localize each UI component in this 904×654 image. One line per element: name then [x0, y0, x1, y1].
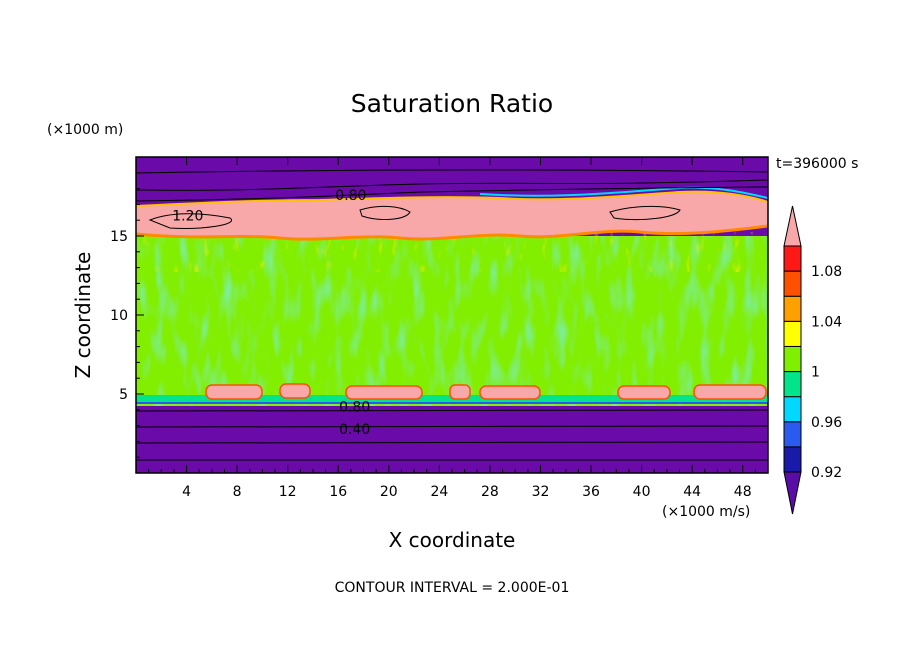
- cloud-base-pockets: [205, 383, 767, 400]
- y-tick-label: 15: [110, 229, 128, 245]
- contour-label: 0.80: [339, 400, 370, 416]
- colorbar-label: 0.96: [811, 415, 842, 431]
- pocket: [449, 384, 471, 400]
- colorbar-label: 1: [811, 365, 820, 381]
- contour-line: [359, 205, 411, 220]
- colorbar-label: 1.08: [811, 264, 842, 280]
- x-tick-label: 8: [233, 484, 242, 500]
- contour-line: [609, 205, 681, 221]
- y-axis-ticks: 5 10 15: [110, 172, 144, 458]
- x-unit-label: (×1000 m/s): [662, 504, 750, 520]
- contour-labels: 0.80 1.20 0.80 0.40: [172, 188, 370, 438]
- contour-line: [136, 459, 768, 461]
- colorbar-segment: [783, 345, 802, 373]
- contour-label: 1.20: [172, 208, 203, 224]
- contour-label: 0.80: [335, 188, 366, 204]
- y-axis-title: Z coordinate: [71, 252, 95, 379]
- contour-line: [136, 186, 768, 202]
- x-tick-label: 48: [734, 484, 752, 500]
- x-tick-label: 4: [182, 484, 191, 500]
- contour-line: [136, 441, 768, 444]
- contour-label: 0.40: [339, 422, 370, 438]
- y-tick-label: 10: [110, 308, 128, 324]
- colorbar-min-triangle: [783, 471, 802, 515]
- x-tick-label: 16: [329, 484, 347, 500]
- contour-line: [136, 179, 768, 191]
- pocket: [345, 385, 423, 400]
- colorbar: 1.08 1.04 1 0.96 0.92: [783, 205, 842, 515]
- colorbar-segment: [783, 371, 802, 398]
- x-tick-label: 12: [279, 484, 297, 500]
- colorbar-segment: [783, 320, 802, 347]
- pocket: [279, 383, 311, 399]
- colorbar-max-triangle: [783, 205, 802, 247]
- contour-line: [148, 213, 233, 229]
- saturation-field: 0.80 1.20 0.80 0.40: [136, 157, 768, 473]
- colorbar-segment: [783, 270, 802, 297]
- y-tick-label: 5: [119, 387, 128, 403]
- lower-dry-band: [136, 405, 768, 473]
- x-tick-label: 32: [532, 484, 550, 500]
- pocket: [617, 385, 671, 400]
- cloud-base-blue-line: [136, 402, 768, 404]
- x-tick-label: 20: [380, 484, 398, 500]
- contour-line: [136, 169, 768, 174]
- pocket: [479, 385, 541, 400]
- y-unit-label: (×1000 m): [47, 122, 123, 138]
- colorbar-label: 1.04: [811, 314, 842, 330]
- x-axis-title: X coordinate: [389, 528, 516, 552]
- contour-lines: [136, 169, 768, 461]
- anvil-band: [136, 191, 768, 240]
- x-axis-ticks: 4 8 12 16 20 24 28 32 36 40 44 48: [148, 157, 756, 500]
- contour-interval-label: CONTOUR INTERVAL = 2.000E-01: [335, 580, 570, 596]
- anvil-top-edge: [136, 190, 768, 207]
- colorbar-label: 0.92: [811, 465, 842, 481]
- x-tick-label: 36: [582, 484, 600, 500]
- colorbar-segment: [783, 245, 802, 272]
- colorbar-segment: [783, 421, 802, 448]
- pocket: [693, 384, 767, 400]
- colorbar-segment: [783, 446, 802, 473]
- colorbar-segment: [783, 295, 802, 322]
- anvil-orange-edge: [136, 224, 768, 241]
- chart-title: Saturation Ratio: [351, 89, 553, 118]
- anvil-cyan-edge: [479, 186, 768, 199]
- cloud-base-strip: [136, 395, 768, 403]
- contour-line: [136, 409, 768, 412]
- colorbar-segment: [783, 396, 802, 423]
- x-tick-label: 40: [633, 484, 651, 500]
- x-tick-label: 24: [430, 484, 448, 500]
- x-tick-label: 28: [481, 484, 499, 500]
- contour-line: [136, 425, 768, 428]
- pocket: [205, 384, 263, 400]
- time-label: t=396000 s: [776, 156, 858, 172]
- x-tick-label: 44: [683, 484, 701, 500]
